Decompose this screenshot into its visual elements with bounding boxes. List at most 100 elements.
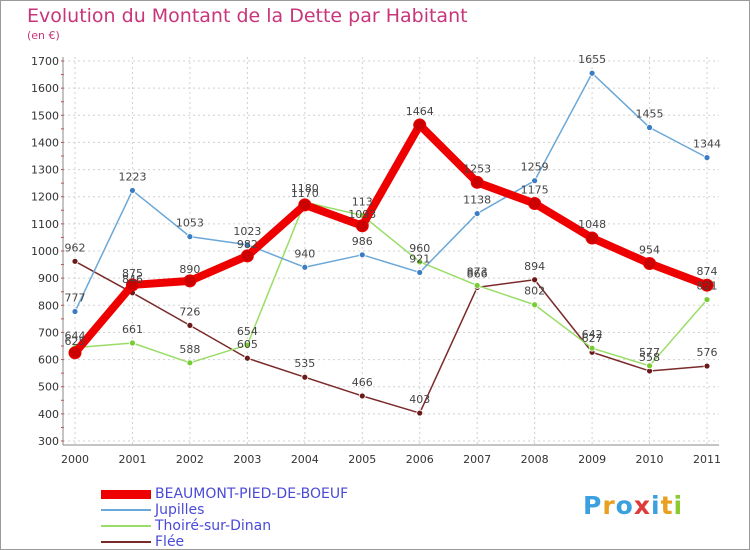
data-point xyxy=(473,282,481,289)
legend-label: Flée xyxy=(155,534,185,550)
y-tick-label: 1600 xyxy=(31,82,59,95)
y-tick-label: 300 xyxy=(38,435,59,448)
data-point xyxy=(243,241,251,249)
logo-letter: r xyxy=(602,491,616,520)
logo-letter: t xyxy=(660,491,674,520)
data-point xyxy=(531,177,539,185)
legend-label: Jupilles xyxy=(155,502,205,518)
data-label: 625 xyxy=(65,335,86,348)
data-label: 1093 xyxy=(348,208,376,221)
data-point xyxy=(358,392,366,400)
data-point xyxy=(473,210,481,217)
data-label: 642 xyxy=(582,328,603,341)
data-label: 627 xyxy=(582,332,603,345)
data-point xyxy=(416,269,424,276)
data-point xyxy=(129,339,136,347)
series-line xyxy=(74,260,708,414)
data-point xyxy=(243,341,251,349)
data-label: 894 xyxy=(524,260,545,273)
legend-swatch xyxy=(101,541,151,543)
y-tick-label: 1700 xyxy=(31,55,59,68)
data-point xyxy=(183,274,197,288)
legend-label: Thoiré-sur-Dinan xyxy=(155,518,272,534)
x-tick-label: 2000 xyxy=(61,453,89,466)
data-label: 821 xyxy=(697,280,718,293)
data-point xyxy=(585,231,599,245)
data-point xyxy=(646,362,653,370)
data-label: 873 xyxy=(467,265,488,278)
data-point xyxy=(301,373,309,381)
data-label: 890 xyxy=(179,263,200,276)
x-tick-label: 2010 xyxy=(636,453,664,466)
x-tick-label: 2003 xyxy=(233,453,261,466)
legend-item: Jupilles xyxy=(101,502,348,518)
data-point xyxy=(531,301,539,309)
y-tick-label: 600 xyxy=(38,354,59,367)
data-label: 986 xyxy=(352,235,373,248)
logo-letter: i xyxy=(651,491,661,520)
data-label: 921 xyxy=(409,252,430,265)
data-point xyxy=(71,308,79,315)
data-point xyxy=(416,409,424,417)
legend-item: BEAUMONT-PIED-DE-BOEUF xyxy=(101,486,348,502)
data-point xyxy=(358,251,366,259)
x-tick-label: 2004 xyxy=(291,453,319,466)
data-label: 577 xyxy=(639,346,660,359)
data-label: 846 xyxy=(122,273,143,286)
y-tick-label: 900 xyxy=(38,272,59,285)
data-point xyxy=(68,346,82,360)
proxiti-logo: Proxiti xyxy=(583,491,683,520)
logo-letter: P xyxy=(583,491,603,520)
x-tick-label: 2005 xyxy=(348,453,376,466)
logo-letter: o xyxy=(615,491,634,520)
data-label: 1170 xyxy=(291,187,319,200)
data-label: 954 xyxy=(639,243,660,256)
data-point xyxy=(240,249,254,263)
legend-item: Thoiré-sur-Dinan xyxy=(101,518,348,534)
data-label: 1223 xyxy=(118,170,146,183)
data-point xyxy=(186,359,194,367)
series-line xyxy=(74,72,708,313)
series-line xyxy=(74,201,708,367)
y-tick-label: 1200 xyxy=(31,191,59,204)
y-tick-label: 500 xyxy=(38,381,59,394)
data-label: 1175 xyxy=(521,184,549,197)
data-label: 1464 xyxy=(406,105,434,118)
chart-title: Evolution du Montant de la Dette par Hab… xyxy=(27,5,468,27)
data-label: 874 xyxy=(697,265,718,278)
data-point xyxy=(643,256,657,270)
data-point xyxy=(528,197,542,210)
x-tick-label: 2001 xyxy=(118,453,146,466)
data-label: 1048 xyxy=(578,218,606,231)
legend-swatch xyxy=(101,525,151,527)
data-label: 605 xyxy=(237,338,258,351)
legend-swatch xyxy=(101,489,151,499)
data-label: 661 xyxy=(122,323,143,336)
x-tick-label: 2006 xyxy=(406,453,434,466)
data-label: 982 xyxy=(237,238,258,251)
data-label: 113 xyxy=(352,195,373,208)
data-point xyxy=(243,354,251,362)
x-tick-label: 2009 xyxy=(578,453,606,466)
data-point xyxy=(186,233,194,241)
legend-item: Flée xyxy=(101,534,348,550)
data-label: 875 xyxy=(122,267,143,280)
x-tick-label: 2008 xyxy=(521,453,549,466)
data-label: 726 xyxy=(179,305,200,318)
data-label: 576 xyxy=(697,346,718,359)
y-tick-label: 800 xyxy=(38,299,59,312)
data-point xyxy=(129,187,136,194)
data-point xyxy=(355,219,369,233)
data-label: 1180 xyxy=(291,182,319,195)
data-label: 1253 xyxy=(463,162,491,175)
series-line xyxy=(71,121,711,357)
data-point xyxy=(413,118,427,132)
y-tick-label: 1300 xyxy=(31,164,59,177)
logo-letter: i xyxy=(673,491,684,520)
data-point xyxy=(588,344,596,352)
legend-label: BEAUMONT-PIED-DE-BOEUF xyxy=(155,486,349,502)
y-tick-label: 700 xyxy=(38,326,59,339)
legend-swatch xyxy=(101,509,151,511)
data-point xyxy=(703,362,711,370)
